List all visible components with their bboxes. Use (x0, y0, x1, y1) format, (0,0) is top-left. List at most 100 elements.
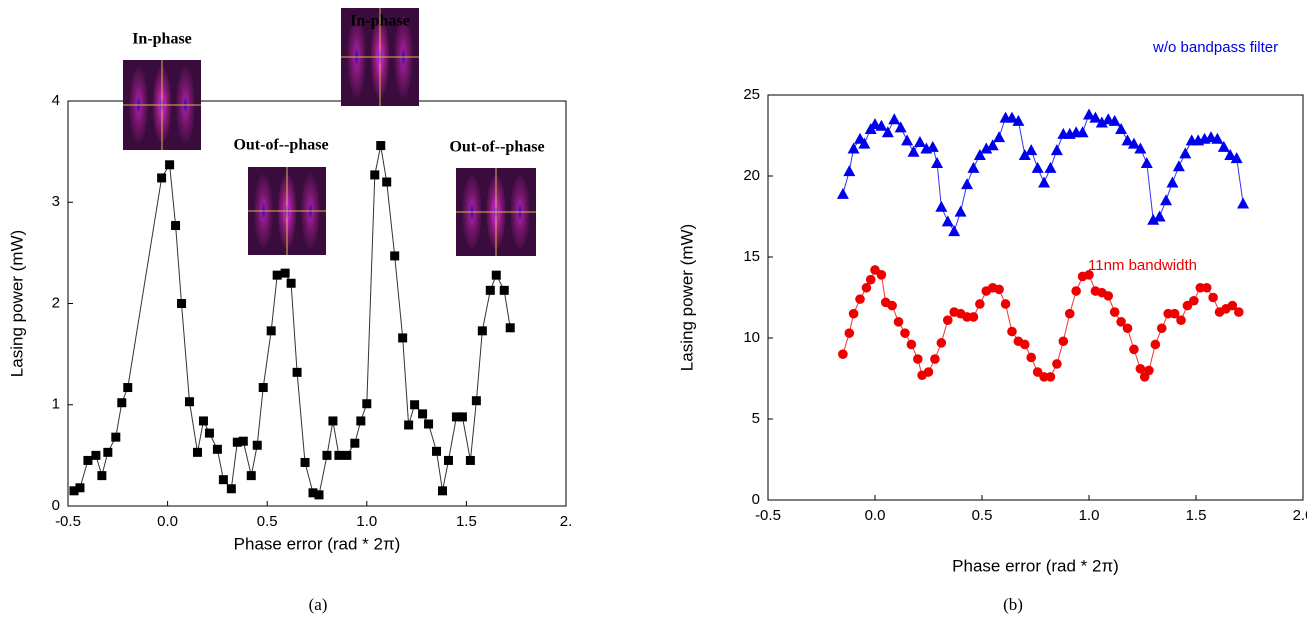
marker (477, 326, 487, 336)
marker (1020, 339, 1030, 350)
y-tick-label: 4 (52, 92, 60, 109)
marker (836, 187, 849, 199)
marker (75, 483, 85, 493)
x-tick-label: 0.0 (157, 513, 178, 530)
marker (887, 300, 897, 311)
marker (212, 444, 222, 454)
marker (994, 284, 1004, 295)
marker (1076, 126, 1089, 138)
marker (1169, 308, 1180, 319)
marker (975, 299, 985, 309)
marker (418, 409, 428, 419)
marker (843, 165, 856, 177)
x-tick-label: 0.0 (865, 507, 886, 524)
marker (906, 339, 917, 350)
legend-label: 11nm bandwidth (1088, 257, 1197, 274)
marker (876, 270, 887, 280)
marker (457, 412, 467, 422)
marker (1224, 148, 1237, 160)
marker (204, 428, 214, 438)
series (69, 141, 515, 500)
marker (1135, 363, 1146, 374)
marker (901, 134, 914, 146)
annotation: Out-of--phase (233, 137, 328, 154)
marker (1127, 137, 1140, 149)
marker (1237, 197, 1250, 209)
marker (226, 484, 236, 494)
marker (1172, 160, 1185, 172)
marker (941, 215, 954, 227)
marker (69, 486, 79, 496)
y-tick-label: 0 (752, 491, 760, 508)
marker (1208, 292, 1218, 303)
marker (968, 312, 979, 322)
marker (861, 282, 872, 293)
marker (443, 455, 453, 465)
marker (900, 328, 910, 338)
marker (165, 160, 175, 170)
marker (1031, 161, 1044, 173)
marker (485, 285, 495, 295)
marker (342, 450, 352, 460)
marker (192, 447, 202, 457)
marker (1201, 282, 1212, 293)
marker (252, 440, 262, 450)
marker (177, 299, 187, 308)
marker (451, 412, 461, 422)
marker (308, 488, 318, 498)
marker (356, 416, 366, 426)
marker (1089, 111, 1102, 123)
marker (986, 139, 999, 151)
marker (266, 326, 276, 336)
marker (848, 308, 859, 319)
marker (1189, 295, 1199, 306)
plot-frame (67, 100, 567, 507)
marker (322, 450, 332, 460)
caption: (a) (309, 595, 328, 614)
marker (1230, 152, 1243, 164)
marker (471, 396, 481, 406)
marker (376, 141, 386, 151)
marker (314, 490, 324, 500)
inset-image (248, 167, 326, 255)
marker (881, 126, 894, 138)
marker (292, 367, 302, 377)
y-tick-label: 20 (743, 167, 760, 184)
marker (1176, 315, 1186, 325)
marker (948, 225, 961, 237)
marker (123, 383, 133, 393)
marker (1007, 326, 1017, 337)
marker (334, 450, 344, 460)
marker (505, 323, 515, 333)
marker (931, 157, 944, 169)
marker (350, 438, 360, 448)
marker (935, 200, 948, 212)
inset-image (123, 60, 201, 150)
marker (198, 416, 208, 426)
marker (238, 436, 248, 446)
x-axis-label: Phase error (rad * 2π) (234, 534, 401, 553)
y-tick-label: 2 (52, 294, 60, 311)
marker (961, 178, 974, 190)
y-axis-label: Lasing power (mW) (677, 224, 696, 371)
marker (913, 354, 923, 364)
marker (930, 354, 940, 364)
marker (117, 398, 127, 408)
marker (103, 447, 113, 457)
marker (893, 317, 904, 327)
y-tick-label: 5 (752, 410, 760, 427)
marker (465, 455, 475, 465)
marker (936, 338, 947, 348)
marker (1217, 140, 1230, 152)
x-tick-label: 1.5 (456, 513, 477, 530)
marker (1000, 299, 1011, 309)
x-axis-label: Phase error (rad * 2π) (952, 556, 1119, 575)
marker (1012, 114, 1025, 126)
x-tick-label: 0.5 (972, 507, 993, 524)
marker (926, 140, 939, 152)
marker (382, 177, 392, 187)
marker (437, 486, 447, 496)
marker (1179, 147, 1192, 159)
marker (1234, 307, 1244, 317)
